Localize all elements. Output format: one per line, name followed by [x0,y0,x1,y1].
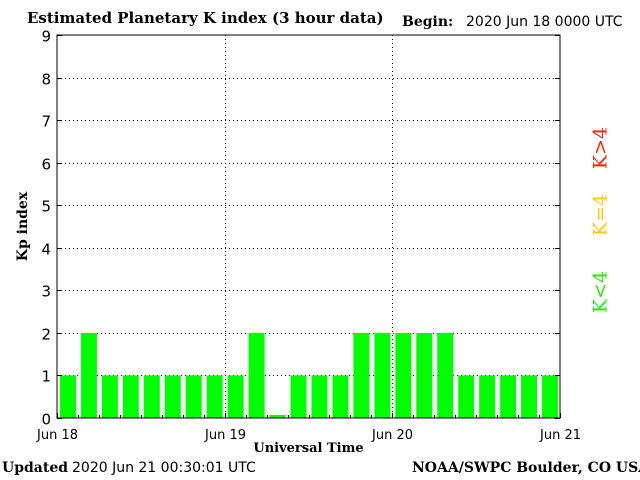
kp-bar [374,332,391,418]
kp-bar [500,375,517,418]
credit-line: NOAA/SWPC Boulder, CO USA [412,460,640,476]
kp-bar [164,375,181,418]
kp-bar [143,375,160,418]
kp-bar [479,375,496,418]
kp-bar [416,332,433,418]
x-tick-label: Jun 19 [204,428,246,443]
y-tick-label: 8 [41,71,51,89]
legend-k-equal-4: K=4 [590,194,612,236]
kp-bar [332,375,349,418]
x-tick-label: Jun 20 [371,428,413,443]
kp-bar [395,332,412,418]
x-tick-label: Jun 18 [36,428,78,443]
y-tick-label: 7 [41,113,51,131]
y-tick-label: 4 [41,241,51,259]
x-tick-label: Jun 21 [539,428,581,443]
kp-bar [101,375,118,418]
kp-bar [458,375,475,418]
x-axis-label: Universal Time [253,441,363,456]
kp-bar [185,375,202,418]
kp-bar [311,375,328,418]
axis-ticks: 0 1 2 3 4 5 6 7 8 9 Jun 18 Jun 19 Jun 20 Jun 21 [36,28,581,444]
kp-bar [437,332,454,418]
y-tick-label: 9 [41,28,51,46]
updated-label: Updated [2,460,69,476]
kp-bar [521,375,538,418]
legend-k-greater-4: K>4 [590,127,612,169]
y-tick-label: 1 [41,368,51,386]
chart-title: Estimated Planetary K index (3 hour data… [27,9,384,27]
kp-bar [80,332,97,418]
y-tick-label: 2 [41,326,51,344]
kp-bar [60,375,76,418]
kp-bar [269,415,286,418]
kp-bar [290,375,307,418]
kp-bar [248,332,265,418]
y-tick-label: 0 [41,411,51,429]
begin-label: Begin: [402,14,454,30]
y-tick-label: 6 [41,156,51,174]
kp-bar [122,375,139,418]
y-tick-label: 5 [41,198,51,216]
legend-k-less-4: K<4 [590,271,612,313]
grid-lines [57,35,560,418]
kp-bar [206,375,223,418]
kp-bar [227,375,244,418]
updated-value: 2020 Jun 21 00:30:01 UTC [72,460,256,476]
y-tick-label: 3 [41,283,51,301]
plot-frame [56,34,561,419]
kp-bar [353,332,370,418]
kp-bar [542,375,558,418]
y-axis-label: Kp index [15,191,31,261]
begin-value: 2020 Jun 18 0000 UTC [466,14,623,30]
bars [60,332,558,418]
